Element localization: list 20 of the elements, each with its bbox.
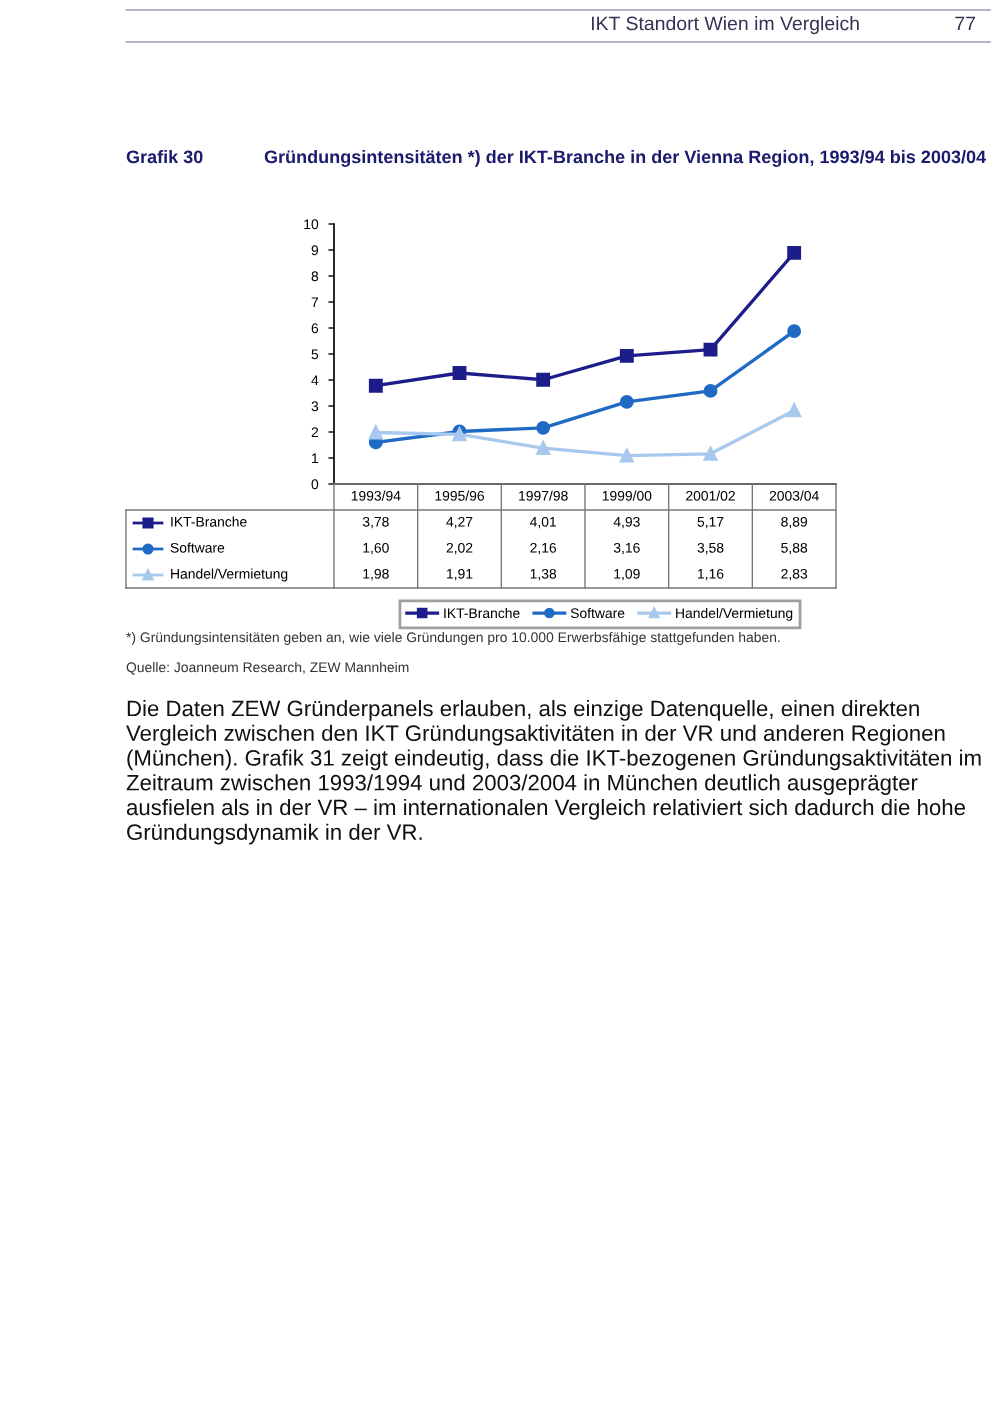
point [452,366,467,380]
point [368,378,383,393]
chart-title: Gründungsintensitäten *) der IKT-Branche in der Vienna Region, 1993/94 bis 2003/04 [264,150,987,167]
text: IKT Standort Wien im Vergleich [591,16,859,35]
point [703,342,718,357]
point [619,394,634,409]
point [787,245,802,260]
text: Die Daten ZEW Gründerpanels erlauben, als einzige Datenquelle, einen direkten Vergleich zwischen den IKT Gründungsaktivitäten in der VR und anderen Regionen (München). Grafik 31 zeigt eindeutig, dass die IKT-bezogenen Gründungsaktivitäten im Zeitraum zwischen 1993/1994 und 2003/2004 in München deutlich ausgeprägter ausfielen als in der VR – im internationalen Vergleich relativiert sich dadurch die hohe Gründungsdynamik in der VR. [126,700,981,845]
point [787,324,802,339]
point [536,420,551,435]
point [703,446,718,461]
point [703,383,718,398]
point [536,372,551,387]
point [536,441,551,456]
text: Grafik 30 [126,150,203,164]
point [619,348,634,363]
text: 77 [955,16,976,31]
point [787,403,802,418]
point [368,425,383,440]
point [619,448,634,463]
